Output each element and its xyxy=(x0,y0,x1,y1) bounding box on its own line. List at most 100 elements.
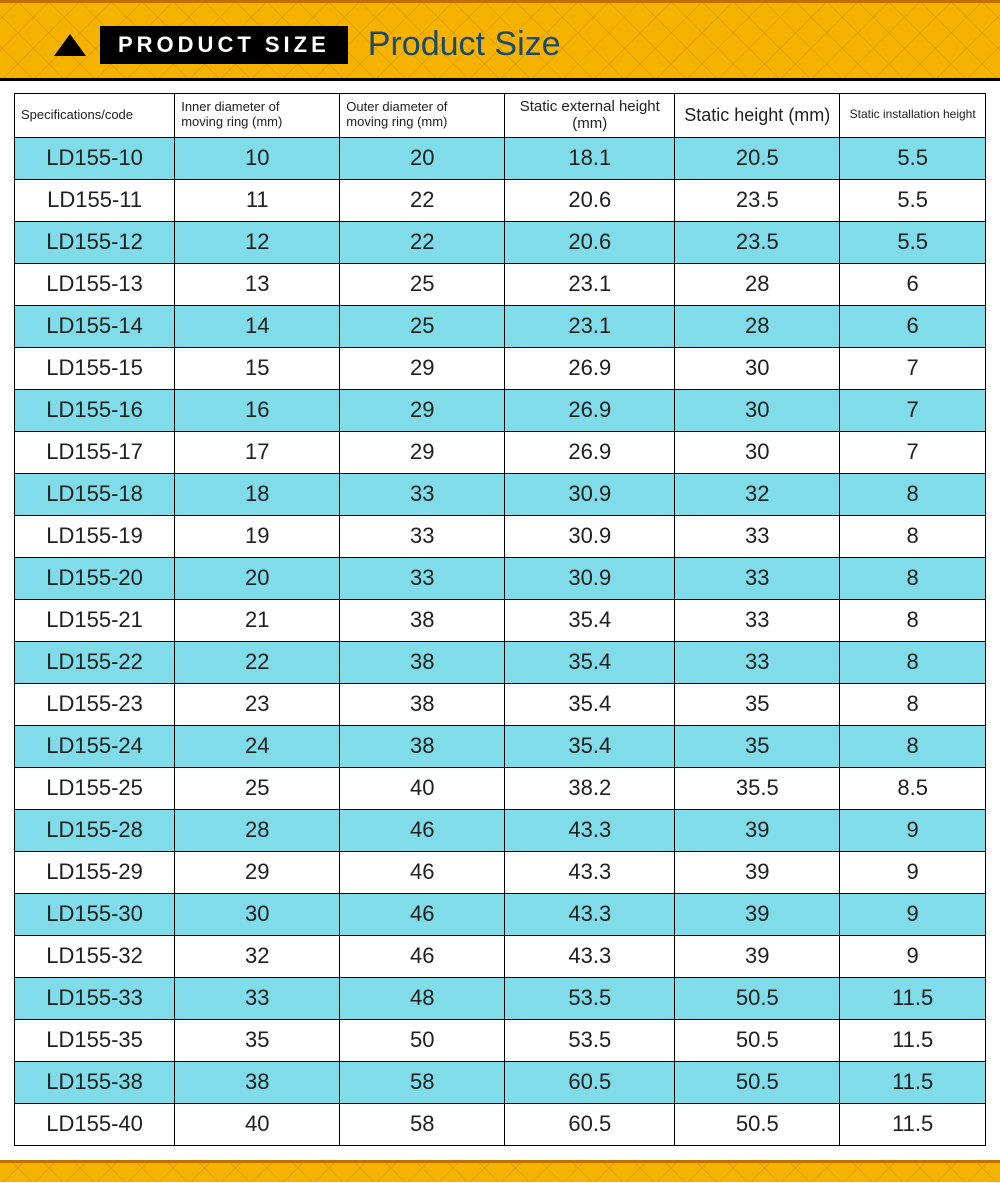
cell: 38 xyxy=(340,725,505,767)
cell: 60.5 xyxy=(505,1103,675,1145)
cell: 33 xyxy=(675,515,840,557)
table-row: LD155-32324643.3399 xyxy=(15,935,986,977)
cell: LD155-17 xyxy=(15,431,175,473)
table-row: LD155-10102018.120.55.5 xyxy=(15,137,986,179)
table-row: LD155-38385860.550.511.5 xyxy=(15,1061,986,1103)
cell: 16 xyxy=(175,389,340,431)
cell: 39 xyxy=(675,893,840,935)
cell: 38.2 xyxy=(505,767,675,809)
cell: 28 xyxy=(675,263,840,305)
cell: 33 xyxy=(675,641,840,683)
cell: 30 xyxy=(675,347,840,389)
col-header-1: Inner diameter ofmoving ring (mm) xyxy=(175,94,340,138)
triangle-icon xyxy=(54,34,86,56)
cell: 8 xyxy=(840,641,986,683)
cell: LD155-40 xyxy=(15,1103,175,1145)
cell: 39 xyxy=(675,851,840,893)
cell: 26.9 xyxy=(505,389,675,431)
table-row: LD155-35355053.550.511.5 xyxy=(15,1019,986,1061)
cell: 15 xyxy=(175,347,340,389)
cell: 23.5 xyxy=(675,179,840,221)
cell: 50.5 xyxy=(675,1061,840,1103)
cell: 23.1 xyxy=(505,263,675,305)
cell: 35.4 xyxy=(505,641,675,683)
header-strip: PRODUCT SIZE Product Size xyxy=(0,0,1000,78)
cell: 43.3 xyxy=(505,893,675,935)
col-header-5: Static installation height xyxy=(840,94,986,138)
table-row: LD155-16162926.9307 xyxy=(15,389,986,431)
cell: LD155-16 xyxy=(15,389,175,431)
cell: 6 xyxy=(840,305,986,347)
cell: 11.5 xyxy=(840,977,986,1019)
table-row: LD155-20203330.9338 xyxy=(15,557,986,599)
cell: 43.3 xyxy=(505,851,675,893)
cell: LD155-24 xyxy=(15,725,175,767)
cell: LD155-38 xyxy=(15,1061,175,1103)
cell: 8 xyxy=(840,725,986,767)
product-size-tag: PRODUCT SIZE xyxy=(100,26,348,64)
cell: 32 xyxy=(175,935,340,977)
header-inner: PRODUCT SIZE Product Size xyxy=(54,25,561,64)
cell: 25 xyxy=(340,263,505,305)
cell: 33 xyxy=(675,557,840,599)
cell: 8 xyxy=(840,683,986,725)
table-body: LD155-10102018.120.55.5LD155-11112220.62… xyxy=(15,137,986,1145)
table-row: LD155-28284643.3399 xyxy=(15,809,986,851)
table-row: LD155-19193330.9338 xyxy=(15,515,986,557)
cell: LD155-11 xyxy=(15,179,175,221)
cell: 11.5 xyxy=(840,1103,986,1145)
cell: 35 xyxy=(675,683,840,725)
col-header-3: Static external height (mm) xyxy=(505,94,675,138)
cell: 8 xyxy=(840,599,986,641)
cell: 29 xyxy=(340,347,505,389)
cell: 33 xyxy=(340,515,505,557)
table-row: LD155-23233835.4358 xyxy=(15,683,986,725)
cell: 23.1 xyxy=(505,305,675,347)
cell: 20.6 xyxy=(505,179,675,221)
cell: 35 xyxy=(675,725,840,767)
cell: 29 xyxy=(340,389,505,431)
cell: 25 xyxy=(175,767,340,809)
cell: 46 xyxy=(340,935,505,977)
cell: 30.9 xyxy=(505,557,675,599)
cell: LD155-25 xyxy=(15,767,175,809)
table-row: LD155-29294643.3399 xyxy=(15,851,986,893)
cell: 33 xyxy=(175,977,340,1019)
cell: 35.5 xyxy=(675,767,840,809)
cell: 39 xyxy=(675,935,840,977)
cell: 9 xyxy=(840,893,986,935)
cell: 30.9 xyxy=(505,473,675,515)
col-header-2: Outer diameter ofmoving ring (mm) xyxy=(340,94,505,138)
cell: LD155-35 xyxy=(15,1019,175,1061)
table-row: LD155-24243835.4358 xyxy=(15,725,986,767)
cell: LD155-10 xyxy=(15,137,175,179)
table-row: LD155-25254038.235.58.5 xyxy=(15,767,986,809)
cell: LD155-28 xyxy=(15,809,175,851)
cell: LD155-20 xyxy=(15,557,175,599)
cell: 18.1 xyxy=(505,137,675,179)
cell: 40 xyxy=(175,1103,340,1145)
cell: 43.3 xyxy=(505,809,675,851)
cell: LD155-21 xyxy=(15,599,175,641)
cell: 35.4 xyxy=(505,725,675,767)
cell: 32 xyxy=(675,473,840,515)
cell: 8 xyxy=(840,473,986,515)
cell: 53.5 xyxy=(505,977,675,1019)
cell: 53.5 xyxy=(505,1019,675,1061)
cell: 9 xyxy=(840,851,986,893)
cell: 33 xyxy=(340,557,505,599)
footer-strip xyxy=(0,1160,1000,1182)
cell: 39 xyxy=(675,809,840,851)
cell: 60.5 xyxy=(505,1061,675,1103)
cell: 20 xyxy=(175,557,340,599)
cell: LD155-29 xyxy=(15,851,175,893)
cell: 5.5 xyxy=(840,137,986,179)
cell: 8 xyxy=(840,557,986,599)
cell: 33 xyxy=(340,473,505,515)
cell: 9 xyxy=(840,935,986,977)
table-row: LD155-11112220.623.55.5 xyxy=(15,179,986,221)
cell: 43.3 xyxy=(505,935,675,977)
cell: LD155-19 xyxy=(15,515,175,557)
table-container: Specifications/codeInner diameter ofmovi… xyxy=(0,81,1000,1160)
table-row: LD155-21213835.4338 xyxy=(15,599,986,641)
